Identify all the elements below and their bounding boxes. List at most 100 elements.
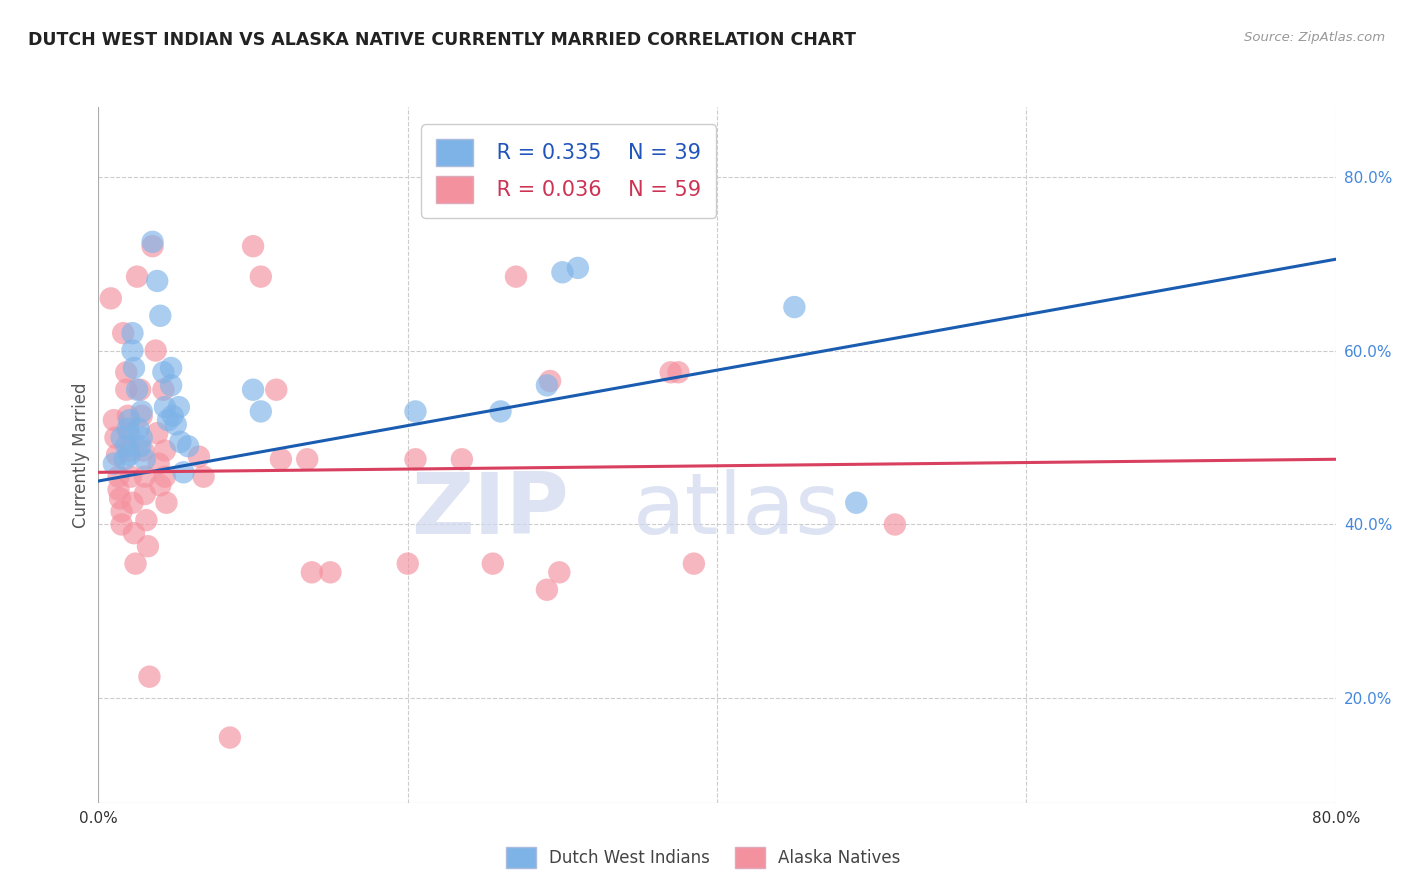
Point xyxy=(551,265,574,279)
Point xyxy=(548,566,571,580)
Point xyxy=(111,430,134,444)
Point xyxy=(112,326,135,340)
Point xyxy=(250,269,273,284)
Point xyxy=(135,513,157,527)
Point xyxy=(666,365,689,379)
Point xyxy=(567,260,589,275)
Point xyxy=(115,365,138,379)
Point xyxy=(160,361,183,376)
Point xyxy=(129,383,152,397)
Point xyxy=(405,452,427,467)
Point xyxy=(160,378,183,392)
Point xyxy=(173,466,195,480)
Point xyxy=(136,539,159,553)
Point xyxy=(301,566,323,580)
Point xyxy=(157,413,180,427)
Point xyxy=(122,526,145,541)
Point xyxy=(127,269,149,284)
Point xyxy=(118,426,141,441)
Point xyxy=(297,452,319,467)
Point xyxy=(118,448,141,462)
Point xyxy=(118,413,141,427)
Point xyxy=(117,422,139,436)
Point xyxy=(489,404,512,418)
Point xyxy=(149,309,172,323)
Point xyxy=(115,383,138,397)
Point xyxy=(115,439,138,453)
Point xyxy=(118,443,141,458)
Point xyxy=(536,378,558,392)
Point xyxy=(103,457,125,471)
Point xyxy=(783,300,806,314)
Point xyxy=(481,557,505,571)
Point xyxy=(111,517,134,532)
Point xyxy=(108,491,131,506)
Point xyxy=(100,291,122,305)
Point xyxy=(450,452,472,467)
Point xyxy=(128,422,150,436)
Point xyxy=(219,731,242,745)
Point xyxy=(505,269,527,284)
Point xyxy=(319,566,342,580)
Point xyxy=(132,443,155,458)
Point xyxy=(121,496,143,510)
Point xyxy=(153,469,176,483)
Point xyxy=(131,404,153,418)
Point xyxy=(266,383,288,397)
Text: DUTCH WEST INDIAN VS ALASKA NATIVE CURRENTLY MARRIED CORRELATION CHART: DUTCH WEST INDIAN VS ALASKA NATIVE CURRE… xyxy=(28,31,856,49)
Point xyxy=(193,469,215,483)
Point xyxy=(270,452,292,467)
Point xyxy=(145,343,167,358)
Point xyxy=(104,430,127,444)
Point xyxy=(103,413,125,427)
Point xyxy=(242,239,264,253)
Point xyxy=(148,457,170,471)
Point xyxy=(152,365,174,379)
Text: Source: ZipAtlas.com: Source: ZipAtlas.com xyxy=(1244,31,1385,45)
Point xyxy=(124,557,146,571)
Legend:  R = 0.335    N = 39,  R = 0.036    N = 59: R = 0.335 N = 39, R = 0.036 N = 59 xyxy=(422,124,716,218)
Point xyxy=(134,469,156,483)
Point xyxy=(146,426,169,441)
Point xyxy=(107,483,129,497)
Text: ZIP: ZIP xyxy=(411,469,568,552)
Point xyxy=(884,517,907,532)
Point xyxy=(165,417,187,432)
Point xyxy=(155,496,177,510)
Point xyxy=(242,383,264,397)
Point xyxy=(127,383,149,397)
Y-axis label: Currently Married: Currently Married xyxy=(72,382,90,528)
Point xyxy=(121,343,143,358)
Point xyxy=(536,582,558,597)
Point xyxy=(131,430,153,444)
Point xyxy=(131,409,153,423)
Point xyxy=(134,452,156,467)
Point xyxy=(134,487,156,501)
Point xyxy=(146,274,169,288)
Point xyxy=(142,239,165,253)
Point xyxy=(659,365,682,379)
Point xyxy=(107,469,129,483)
Point xyxy=(396,557,419,571)
Point xyxy=(111,504,134,518)
Point xyxy=(114,452,136,467)
Point xyxy=(122,361,145,376)
Point xyxy=(153,443,176,458)
Point xyxy=(129,439,152,453)
Point xyxy=(250,404,273,418)
Point xyxy=(138,670,160,684)
Point xyxy=(105,448,128,462)
Point xyxy=(162,409,184,423)
Point xyxy=(538,374,561,388)
Point xyxy=(149,478,172,492)
Point xyxy=(153,400,176,414)
Point xyxy=(152,383,174,397)
Point xyxy=(845,496,868,510)
Point xyxy=(117,409,139,423)
Point xyxy=(120,469,142,483)
Point xyxy=(167,400,190,414)
Point xyxy=(188,450,211,464)
Point xyxy=(121,326,143,340)
Point xyxy=(177,439,200,453)
Point xyxy=(169,434,191,449)
